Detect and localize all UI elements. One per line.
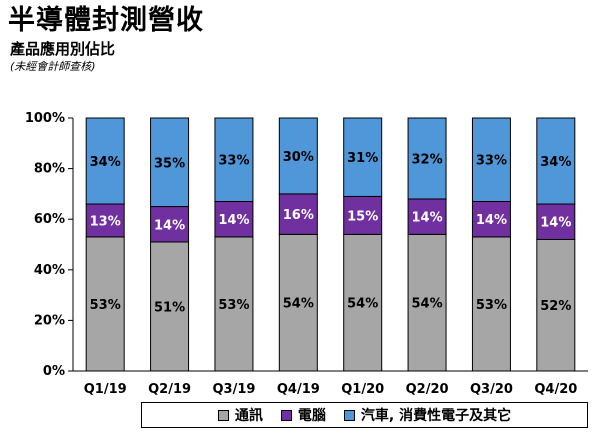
data-label-automotive-consumer-other: 34% bbox=[540, 155, 571, 170]
data-label-automotive-consumer-other: 30% bbox=[283, 150, 314, 165]
bar-segment-computer bbox=[150, 206, 190, 243]
bar-segment-automotive-consumer-other bbox=[536, 117, 576, 205]
bar-segment-automotive-consumer-other bbox=[150, 117, 190, 208]
y-tick-label: 80% bbox=[34, 162, 65, 177]
x-category-label: Q2/20 bbox=[406, 382, 449, 397]
legend-swatch-communication bbox=[217, 409, 229, 421]
bar-segment-computer bbox=[407, 198, 447, 235]
data-label-automotive-consumer-other: 34% bbox=[90, 155, 121, 170]
legend-item-automotive-consumer-other: 汽車, 消費性電子及其它 bbox=[343, 405, 512, 425]
data-label-automotive-consumer-other: 31% bbox=[347, 151, 378, 166]
legend-item-communication: 通訊 bbox=[217, 405, 263, 425]
x-category-label: Q1/19 bbox=[84, 382, 127, 397]
bar-segment-automotive-consumer-other bbox=[407, 117, 447, 200]
chart-title: 半導體封測營收 bbox=[8, 5, 204, 36]
legend-swatch-automotive-consumer-other bbox=[343, 409, 355, 421]
legend-label-automotive-consumer-other: 汽車, 消費性電子及其它 bbox=[360, 408, 512, 424]
x-category-label: Q3/19 bbox=[212, 382, 255, 397]
data-label-computer: 13% bbox=[90, 214, 121, 229]
x-category-label: Q2/19 bbox=[148, 382, 191, 397]
data-label-communication: 53% bbox=[218, 298, 249, 313]
data-label-computer: 15% bbox=[347, 209, 378, 224]
y-tick-label: 60% bbox=[34, 212, 65, 227]
x-category-label: Q4/20 bbox=[534, 382, 577, 397]
bar-segment-computer bbox=[343, 195, 383, 235]
x-category-label: Q3/20 bbox=[470, 382, 513, 397]
y-tick-label: 0% bbox=[43, 364, 65, 379]
legend-label-computer: 電腦 bbox=[297, 408, 326, 424]
legend-label-communication: 通訊 bbox=[234, 408, 263, 424]
y-tick-label: 20% bbox=[34, 313, 65, 328]
bar-segment-computer bbox=[536, 203, 576, 240]
bar-segment-automotive-consumer-other bbox=[343, 117, 383, 197]
data-label-computer: 14% bbox=[540, 216, 571, 231]
bar-segment-computer bbox=[214, 200, 254, 238]
bar-segment-communication bbox=[471, 236, 511, 372]
data-label-computer: 16% bbox=[283, 208, 314, 223]
data-label-communication: 54% bbox=[283, 297, 314, 312]
bar-segment-communication bbox=[343, 233, 383, 372]
bar-segment-communication bbox=[214, 236, 254, 372]
chart-legend: 通訊 電腦 汽車, 消費性電子及其它 bbox=[141, 402, 588, 428]
y-tick-label: 40% bbox=[34, 263, 65, 278]
data-label-communication: 54% bbox=[347, 297, 378, 312]
bar-segment-automotive-consumer-other bbox=[85, 117, 125, 205]
bar-segment-automotive-consumer-other bbox=[214, 117, 254, 202]
data-label-automotive-consumer-other: 32% bbox=[412, 152, 443, 167]
data-label-communication: 54% bbox=[412, 297, 443, 312]
data-label-computer: 14% bbox=[218, 213, 249, 228]
bar-segment-computer bbox=[278, 193, 318, 235]
bar-segment-communication bbox=[407, 233, 447, 372]
legend-swatch-computer bbox=[280, 409, 292, 421]
stacked-bar-chart: 0% 20% 40% 60% 80% 100% 53% 13% 34% Q1/19 51% 14% 35… bbox=[25, 111, 588, 397]
data-label-communication: 53% bbox=[90, 298, 121, 313]
bar-segment-automotive-consumer-other bbox=[278, 117, 318, 195]
x-category-label: Q1/20 bbox=[341, 382, 384, 397]
data-label-communication: 53% bbox=[476, 298, 507, 313]
x-category-label: Q4/19 bbox=[277, 382, 320, 397]
bar-segment-communication bbox=[536, 238, 576, 372]
chart-subtitle: 產品應用別佔比 bbox=[10, 40, 116, 58]
data-label-automotive-consumer-other: 33% bbox=[476, 154, 507, 169]
bar-segment-computer bbox=[471, 200, 511, 238]
data-label-computer: 14% bbox=[412, 211, 443, 226]
data-label-automotive-consumer-other: 35% bbox=[154, 156, 185, 171]
data-label-computer: 14% bbox=[154, 218, 185, 233]
bar-segment-automotive-consumer-other bbox=[471, 117, 511, 202]
data-label-communication: 52% bbox=[540, 299, 571, 314]
y-tick-label: 100% bbox=[25, 111, 65, 126]
data-label-computer: 14% bbox=[476, 213, 507, 228]
data-label-communication: 51% bbox=[154, 300, 185, 315]
audit-note: (未經會計師查核) bbox=[10, 60, 96, 73]
data-label-automotive-consumer-other: 33% bbox=[218, 154, 249, 169]
legend-item-computer: 電腦 bbox=[280, 405, 326, 425]
